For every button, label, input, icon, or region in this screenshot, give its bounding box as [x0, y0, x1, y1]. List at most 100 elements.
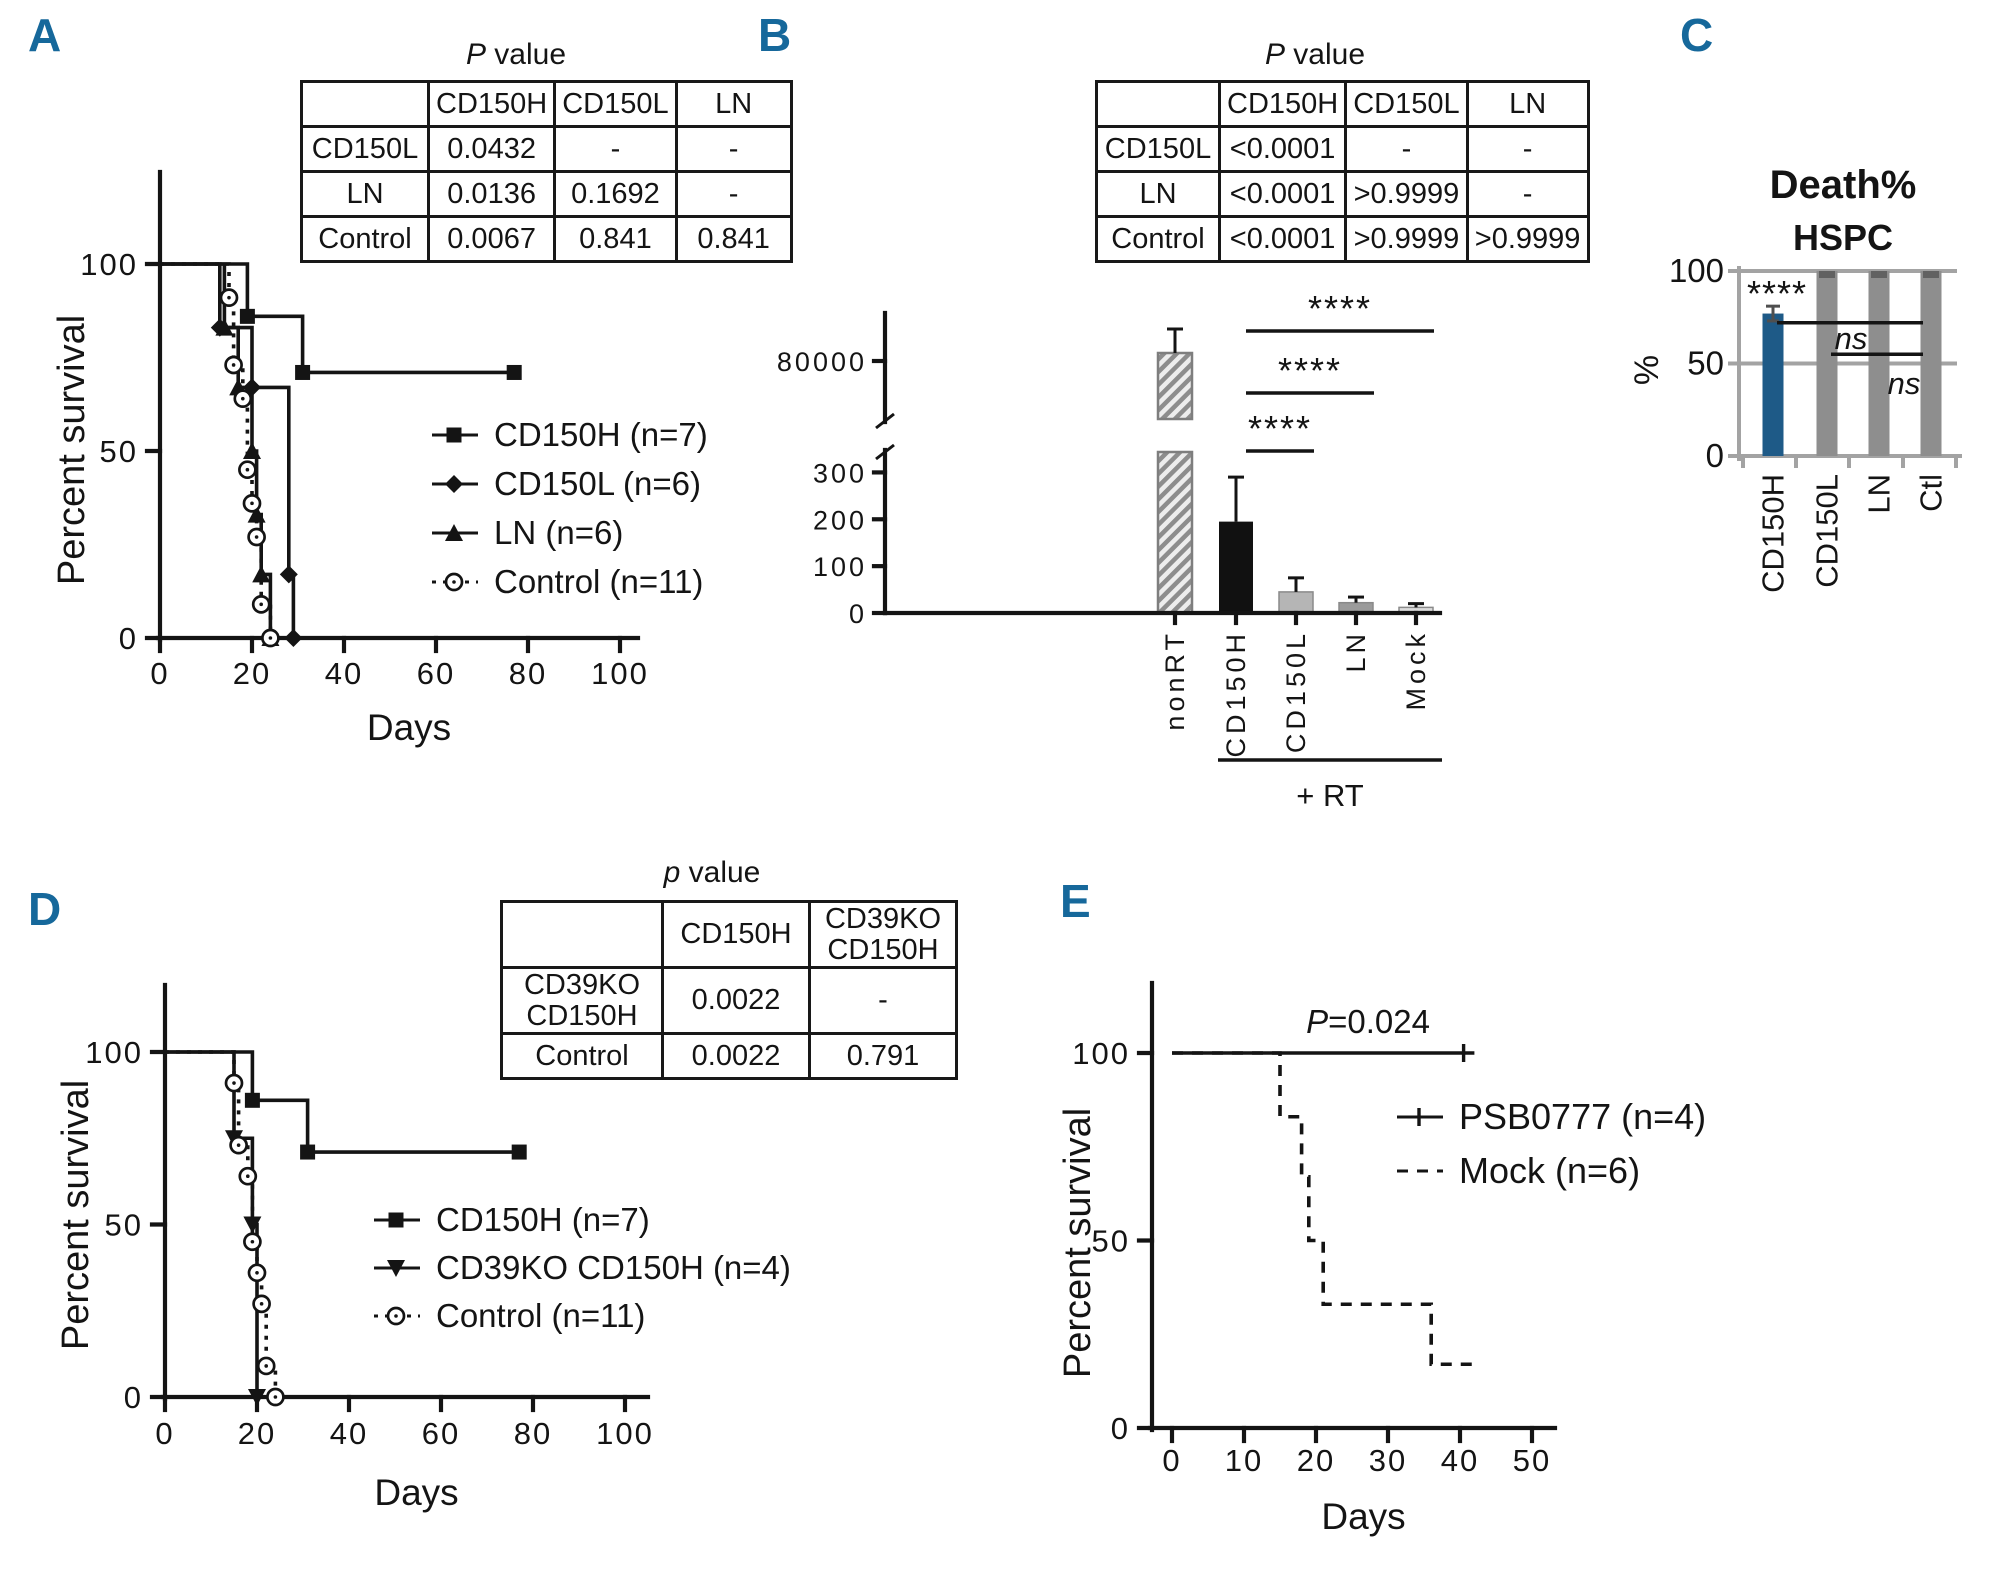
bar-LN [1868, 271, 1890, 456]
y-tick-label: 100 [1669, 252, 1724, 289]
y-tick-label: 50 [1092, 1224, 1130, 1259]
table-value-cell: >0.9999 [1344, 170, 1469, 218]
table-value-cell: <0.0001 [1217, 125, 1348, 173]
table-value-cell: - [808, 966, 958, 1035]
diamond-marker-icon [279, 565, 298, 584]
panel-e-label: E [1060, 875, 1091, 927]
y-tick-label: 200 [813, 505, 867, 535]
y-tick-label: 100 [85, 1035, 143, 1070]
x-tick-label: 60 [422, 1416, 460, 1451]
x-tick-label: 0 [1162, 1443, 1181, 1478]
legend-label: CD150H (n=7) [494, 415, 708, 453]
table-header-cell: CD150L [553, 80, 678, 128]
square-marker-icon [446, 427, 462, 442]
x-tick-label: 0 [155, 1416, 174, 1451]
bar-nonRT-upper [1156, 351, 1194, 421]
legend-item: LN (n=6) [430, 508, 708, 557]
x-category-label: Mock [1401, 630, 1431, 711]
x-tick-label: 20 [1297, 1443, 1335, 1478]
table-row-label: Control [1095, 215, 1221, 263]
chart-title: Death% [1770, 163, 1917, 207]
legend-label: CD150L (n=6) [494, 464, 701, 502]
series-line [165, 1050, 520, 1154]
diamond-icon [432, 474, 478, 493]
survival-plot-d: 0 50 100 0 20 40 60 80 100 Days Percent survival [55, 982, 652, 1513]
square-marker-icon [300, 1144, 316, 1160]
legend-item: PSB0777 (n=4) [1395, 1090, 1706, 1144]
group-label: + RT [1296, 778, 1364, 813]
y-axis-label: % [1628, 355, 1666, 385]
series-line [165, 1050, 259, 1397]
panel-c-label: C [1680, 9, 1714, 61]
table-header-cell: LN [1465, 80, 1590, 128]
triangle-up-marker-icon [247, 505, 266, 523]
x-category-label: CD150L [1810, 474, 1845, 588]
table-value-cell: 0.841 [553, 215, 678, 263]
table-value-cell: >0.9999 [1344, 215, 1469, 263]
y-tick-label: 0 [1111, 1411, 1130, 1446]
pvalue-title-b: P value [1264, 38, 1366, 71]
bar-chart-b: 0 100 200 300 80000 nonRT CD150H CD150L LN Mock **… [777, 288, 1443, 813]
x-tick-label: 40 [325, 656, 363, 691]
x-tick-label: 20 [238, 1416, 276, 1451]
x-category-label: CD150H [1221, 630, 1251, 758]
km-plot: 0 50 100 0 10 20 30 40 50 Days Percent survival P=0… [1057, 980, 1558, 1537]
legend-e: PSB0777 (n=4) Mock (n=6) [1395, 1090, 1706, 1198]
survival-plot-e: 0 50 100 0 10 20 30 40 50 Days Percent survival P=0… [1057, 980, 1558, 1537]
y-tick-label: 100 [80, 247, 138, 282]
legend-label: CD39KO CD150H (n=4) [436, 1249, 791, 1286]
table-row-label: CD39KO CD150H [500, 966, 664, 1035]
diamond-marker-icon [445, 474, 463, 493]
table-header-cell: CD39KO CD150H [808, 900, 958, 969]
table-value-cell: 0.0067 [426, 215, 557, 263]
table-value-cell: - [1465, 125, 1590, 173]
km-plot: 0 50 100 0 20 40 60 80 100 Days Percent survival [55, 982, 652, 1513]
diamond-marker-icon [284, 629, 303, 647]
square-marker-icon [239, 308, 255, 324]
line-icon [1397, 1169, 1443, 1173]
censor-tick-icon [1397, 1108, 1443, 1126]
table-value-cell: 0.0022 [661, 966, 811, 1035]
square-marker-icon [388, 1212, 404, 1228]
legend-label: LN (n=6) [494, 513, 624, 551]
legend-item: Mock (n=6) [1395, 1144, 1706, 1198]
x-axis-label: Days [1321, 1496, 1405, 1537]
pvalue-title-d: p value [663, 856, 761, 889]
triangle-up-icon [432, 523, 478, 541]
error-cap [1871, 271, 1887, 278]
y-tick-label: 100 [813, 552, 867, 582]
x-tick-label: 50 [1513, 1443, 1551, 1478]
y-tick-label: 300 [813, 458, 867, 488]
legend-label: PSB0777 (n=4) [1459, 1096, 1707, 1137]
bar-Ctl [1920, 271, 1942, 456]
ns-label: ns [1835, 321, 1868, 356]
y-tick-label: 0 [124, 1380, 143, 1415]
legend-item: Control (n=11) [372, 1292, 791, 1340]
p-value-annotation: P=0.024 [1306, 1003, 1430, 1040]
significance-stars: **** [1308, 288, 1372, 329]
x-tick-label: 0 [150, 656, 169, 691]
table-header-cell: CD150H [426, 80, 557, 128]
table-row-label: CD150L [1095, 125, 1221, 173]
y-tick-label: 0 [119, 621, 138, 656]
ns-label: ns [1888, 366, 1921, 401]
table-value-cell: 0.0136 [426, 170, 557, 218]
bar-CD150H [1219, 521, 1253, 613]
table-header-cell [300, 80, 430, 128]
series-line [160, 262, 296, 638]
y-tick-label: 100 [1072, 1036, 1130, 1071]
triangle-up-marker-icon [445, 523, 463, 541]
table-header-cell: CD150H [1217, 80, 1348, 128]
y-tick-label: 0 [1706, 437, 1724, 474]
legend-item: CD150H (n=7) [430, 410, 708, 459]
x-category-label: CD150L [1281, 630, 1311, 753]
legend-item: CD39KO CD150H (n=4) [372, 1244, 791, 1292]
triangle-down-marker-icon [243, 1216, 262, 1234]
triangle-down-marker-icon [387, 1260, 405, 1277]
legend-item: CD150L (n=6) [430, 459, 708, 508]
legend-item: CD150H (n=7) [372, 1196, 791, 1244]
x-category-label: Ctl [1914, 474, 1949, 512]
table-value-cell: 0.0432 [426, 125, 557, 173]
x-tick-label: 80 [509, 656, 547, 691]
